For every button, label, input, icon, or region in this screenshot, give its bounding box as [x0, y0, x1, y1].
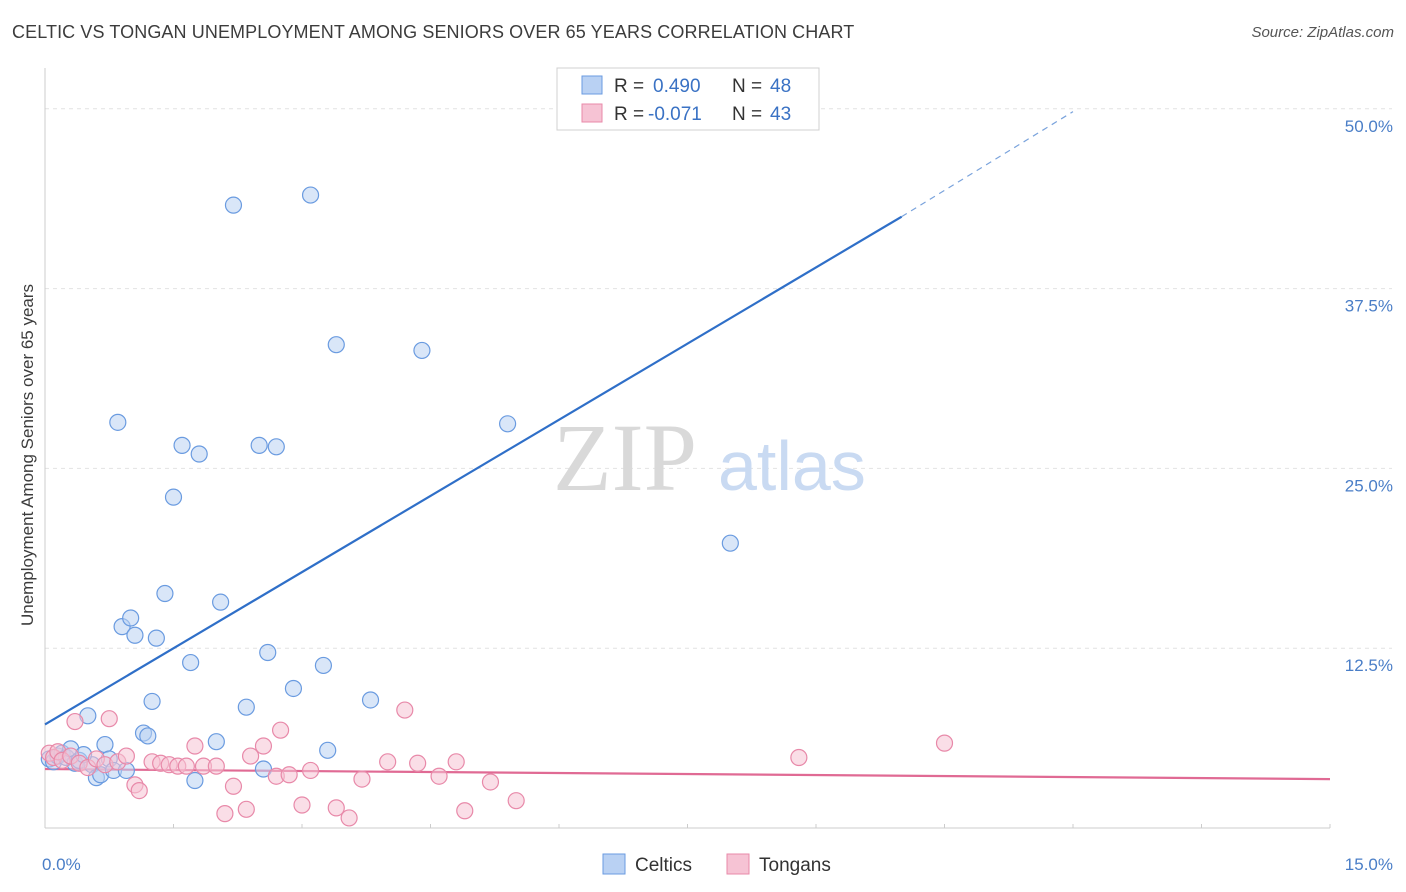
x-tick-label-max: 15.0% — [1345, 855, 1393, 874]
legend-n-value-celtics: 48 — [770, 76, 791, 97]
chart-source: Source: ZipAtlas.com — [1251, 24, 1394, 41]
point-tongans — [242, 747, 260, 765]
bottom-legend-label-tongans: Tongans — [759, 855, 831, 876]
y-tick-label: 25.0% — [1345, 476, 1393, 495]
point-tongans — [935, 734, 954, 752]
legend-r-label-celtics: R = — [614, 76, 644, 97]
point-celtics — [126, 626, 144, 644]
legend-n-label-tongans: N = — [732, 104, 762, 125]
legend-swatch-tongans — [581, 103, 603, 123]
point-celtics — [212, 593, 230, 611]
point-celtics — [186, 771, 204, 790]
trend-line-tongans-solid — [44, 767, 1331, 781]
points-tongans — [40, 701, 954, 827]
legend-r-value-celtics: 0.490 — [653, 76, 701, 97]
legend-r-value-tongans: -0.071 — [648, 104, 702, 125]
point-celtics — [314, 656, 333, 675]
point-celtics — [207, 733, 225, 751]
point-tongans — [117, 747, 135, 765]
point-tongans — [507, 792, 525, 810]
point-tongans — [456, 802, 474, 820]
bottom-legend-swatch-tongans — [726, 853, 750, 875]
watermark-zip: ZIP — [553, 404, 697, 511]
point-celtics — [139, 727, 157, 745]
point-tongans — [216, 805, 234, 823]
point-celtics — [164, 488, 183, 506]
bottom-legend-label-celtics: Celtics — [635, 855, 692, 876]
point-tongans — [379, 753, 397, 771]
y-tick-label: 37.5% — [1345, 297, 1393, 316]
point-tongans — [301, 761, 320, 780]
point-celtics — [96, 735, 114, 754]
point-tongans — [177, 757, 195, 775]
legend-n-value-tongans: 43 — [770, 104, 791, 125]
point-celtics — [250, 436, 268, 454]
point-celtics — [499, 415, 517, 433]
bottom-legend-swatch-celtics — [602, 853, 626, 875]
bottom-legend: Celtics Tongans — [602, 853, 831, 876]
trend-line-celtics-solid — [44, 215, 903, 726]
point-tongans — [293, 796, 311, 814]
chart-title: CELTIC VS TONGAN UNEMPLOYMENT AMONG SENI… — [12, 22, 855, 42]
point-celtics — [721, 534, 739, 552]
point-celtics — [361, 691, 380, 709]
point-tongans — [237, 800, 255, 818]
point-tongans — [790, 748, 808, 767]
point-tongans — [340, 809, 358, 827]
legend-r-label-tongans: R = — [614, 104, 644, 125]
legend-box: R = 0.490 N = 48 R = -0.071 N = 43 — [556, 67, 820, 131]
trend-line-celtics — [44, 111, 1074, 726]
point-tongans — [430, 767, 448, 785]
point-celtics — [267, 438, 285, 456]
point-tongans — [224, 777, 243, 795]
point-celtics — [147, 629, 165, 647]
point-tongans — [271, 721, 290, 739]
point-celtics — [224, 196, 243, 214]
point-tongans — [254, 737, 273, 755]
point-tongans — [447, 753, 465, 771]
point-tongans — [353, 770, 371, 788]
point-tongans — [66, 712, 84, 731]
y-tick-label: 12.5% — [1345, 656, 1393, 675]
point-celtics — [301, 186, 320, 204]
point-tongans — [207, 757, 225, 775]
point-celtics — [182, 653, 200, 672]
point-celtics — [237, 698, 255, 716]
x-tick-label-min: 0.0% — [42, 855, 81, 874]
legend-n-label-celtics: N = — [732, 76, 762, 97]
point-celtics — [254, 760, 273, 778]
axes: 0.0% 15.0% — [42, 68, 1393, 874]
grid-lines: 12.5% 25.0% 37.5% 50.0% — [45, 108, 1393, 675]
point-celtics — [190, 445, 208, 463]
point-celtics — [173, 436, 191, 454]
point-tongans — [327, 799, 345, 817]
point-celtics — [327, 336, 345, 354]
trend-line-tongans — [44, 767, 1331, 781]
trend-line-celtics-dashed — [901, 111, 1074, 218]
point-tongans — [186, 737, 204, 755]
point-celtics — [284, 679, 303, 698]
point-tongans — [396, 701, 414, 719]
point-celtics — [156, 584, 174, 603]
point-tongans — [280, 766, 298, 784]
point-tongans — [100, 710, 118, 728]
y-tick-label: 50.0% — [1345, 117, 1393, 136]
point-celtics — [122, 609, 140, 627]
point-celtics — [413, 341, 431, 360]
point-tongans — [409, 754, 427, 772]
point-tongans — [481, 773, 500, 791]
legend-swatch-celtics — [581, 75, 603, 95]
point-celtics — [319, 741, 337, 759]
point-celtics — [143, 692, 161, 711]
y-axis-label: Unemployment Among Seniors over 65 years — [18, 284, 37, 626]
point-tongans — [130, 781, 148, 800]
watermark-atlas: atlas — [718, 427, 866, 505]
point-celtics — [259, 643, 277, 662]
point-celtics — [109, 413, 127, 431]
